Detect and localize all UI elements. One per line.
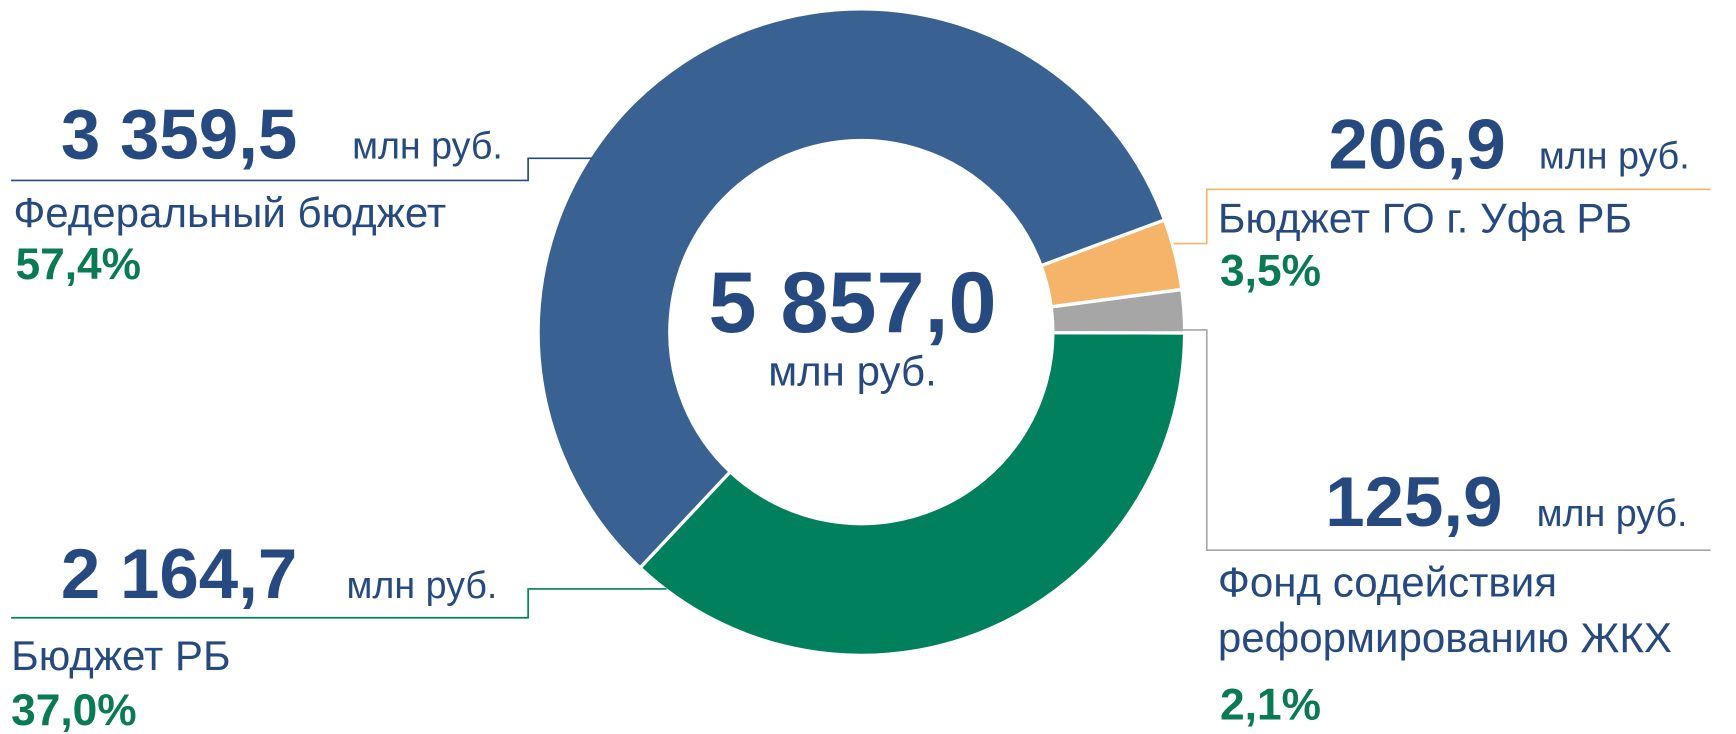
donut-segment	[1038, 217, 1184, 309]
total-unit: млн руб.	[768, 347, 937, 394]
segment-percent: 37,0%	[11, 686, 137, 734]
leader-line	[11, 157, 593, 182]
donut-segment	[536, 7, 1167, 571]
segment-unit: млн руб.	[1539, 134, 1690, 176]
segment-unit: млн руб.	[347, 564, 498, 606]
segment-name: Бюджет ГО г. Уфа РБ	[1218, 194, 1632, 241]
total-value: 5 857,0	[708, 255, 996, 351]
donut-segment	[1049, 287, 1187, 335]
segment-name: Фонд содействия реформированию ЖКХ	[1217, 560, 1672, 663]
segment-unit: млн руб.	[1537, 492, 1688, 534]
segment-value: 206,9	[1329, 105, 1506, 184]
segment-percent: 57,4%	[16, 240, 142, 289]
segment-name: Федеральный бюджет	[13, 189, 446, 236]
leader-line	[1173, 188, 1711, 245]
segment-value: 125,9	[1325, 463, 1502, 542]
segment-percent: 2,1%	[1220, 681, 1321, 730]
segment-percent: 3,5%	[1220, 247, 1321, 296]
segment-unit: млн руб.	[352, 124, 503, 166]
donut-segment	[637, 330, 1187, 657]
leader-line	[1182, 329, 1711, 552]
segment-name: Бюджет РБ	[11, 632, 230, 679]
segment-value: 2 164,7	[61, 535, 297, 614]
leader-line	[11, 588, 667, 619]
segment-value: 3 359,5	[61, 95, 297, 174]
segment-name-box: Фонд содействия реформированию ЖКХ	[1217, 560, 1672, 663]
